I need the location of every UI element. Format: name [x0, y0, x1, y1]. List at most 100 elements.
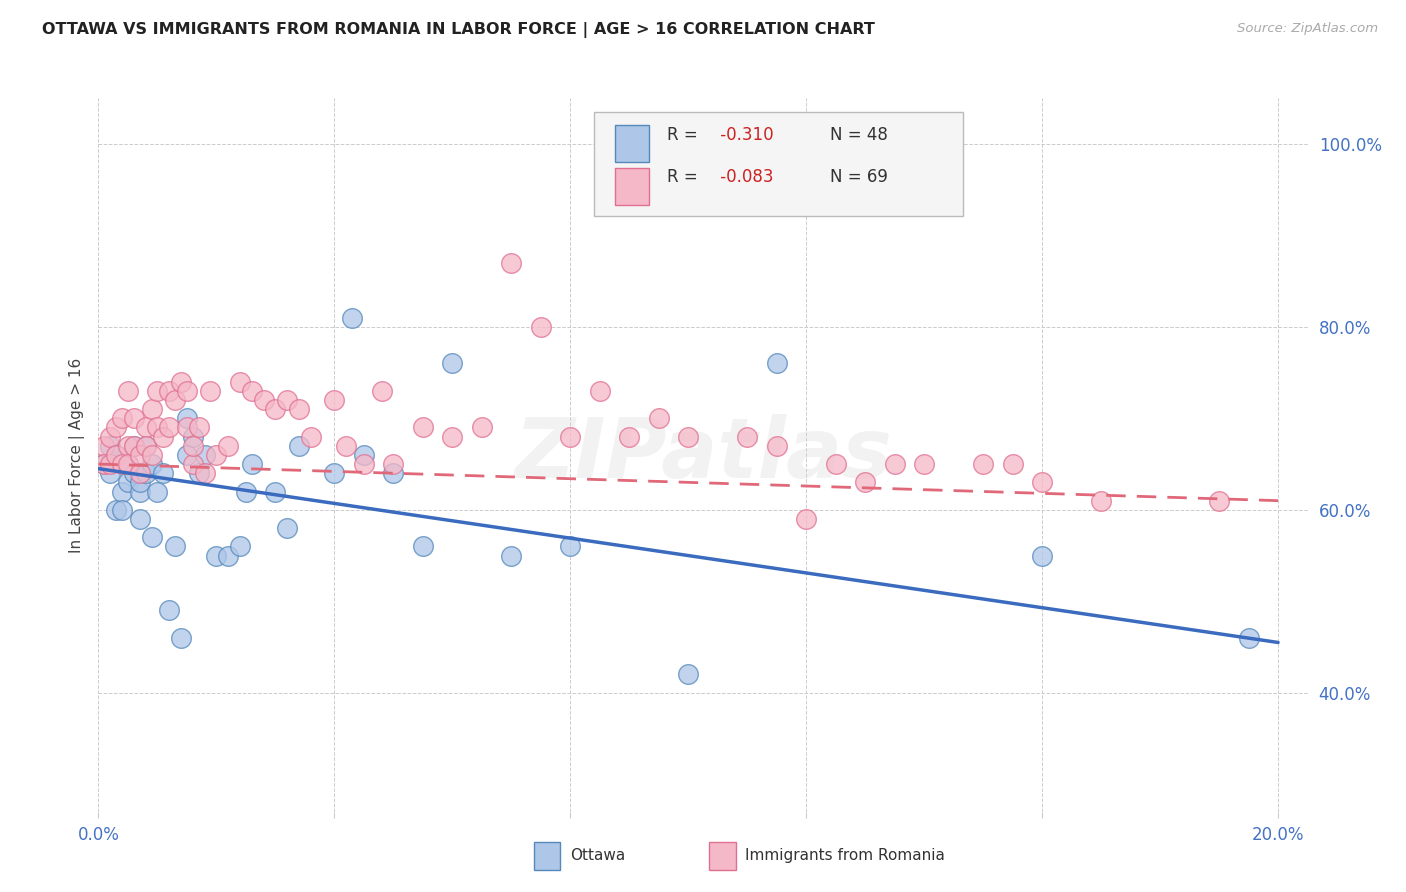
Point: [176, 448, 198, 462]
Point: [146, 420, 169, 434]
Point: [111, 411, 134, 425]
Point: [93, 457, 115, 471]
Point: [122, 411, 145, 425]
Point: [194, 467, 217, 481]
Point: [176, 411, 198, 425]
Point: [205, 549, 228, 563]
Point: [240, 384, 263, 398]
Point: [648, 411, 671, 425]
Text: ZIPatlas: ZIPatlas: [515, 415, 891, 495]
Point: [93, 439, 115, 453]
Point: [883, 457, 905, 471]
Point: [323, 467, 346, 481]
Point: [560, 540, 582, 554]
Point: [1237, 631, 1260, 645]
Point: [98, 467, 121, 481]
Point: [165, 392, 187, 407]
Point: [122, 439, 145, 453]
Point: [412, 420, 434, 434]
Point: [181, 457, 204, 471]
Point: [205, 448, 228, 462]
Point: [794, 512, 817, 526]
Point: [412, 540, 434, 554]
Point: [1031, 549, 1053, 563]
Text: Immigrants from Romania: Immigrants from Romania: [745, 848, 945, 863]
Point: [972, 457, 994, 471]
Point: [200, 384, 222, 398]
Point: [105, 503, 128, 517]
Point: [335, 439, 357, 453]
Text: OTTAWA VS IMMIGRANTS FROM ROMANIA IN LABOR FORCE | AGE > 16 CORRELATION CHART: OTTAWA VS IMMIGRANTS FROM ROMANIA IN LAB…: [42, 22, 875, 38]
Point: [276, 521, 298, 535]
Point: [105, 448, 128, 462]
Point: [152, 429, 174, 443]
Point: [135, 467, 157, 481]
Point: [264, 484, 287, 499]
Point: [1001, 457, 1024, 471]
Point: [135, 420, 157, 434]
Point: [128, 512, 150, 526]
Point: [370, 384, 392, 398]
Point: [157, 603, 180, 617]
Point: [111, 503, 134, 517]
Point: [98, 429, 121, 443]
Point: [264, 402, 287, 417]
Point: [141, 448, 163, 462]
Point: [853, 475, 876, 490]
Point: [353, 448, 375, 462]
Point: [194, 448, 217, 462]
Point: [157, 420, 180, 434]
Point: [141, 402, 163, 417]
Point: [299, 429, 322, 443]
Point: [152, 467, 174, 481]
Point: [441, 356, 464, 370]
Point: [141, 457, 163, 471]
Point: [98, 457, 121, 471]
Point: [560, 429, 582, 443]
Point: [501, 549, 523, 563]
Point: [128, 467, 150, 481]
Point: [128, 448, 150, 462]
Point: [288, 439, 311, 453]
Point: [146, 484, 169, 499]
Point: [187, 420, 209, 434]
Point: [128, 484, 150, 499]
Bar: [534, 842, 561, 870]
Point: [619, 429, 641, 443]
Point: [170, 631, 193, 645]
Point: [276, 392, 298, 407]
Point: [229, 540, 252, 554]
Text: R =: R =: [666, 169, 697, 186]
Point: [1031, 475, 1053, 490]
Point: [217, 549, 239, 563]
Point: [323, 392, 346, 407]
FancyBboxPatch shape: [595, 112, 963, 216]
Bar: [614, 125, 648, 162]
Point: [181, 429, 204, 443]
Point: [157, 384, 180, 398]
Point: [141, 530, 163, 544]
Point: [678, 429, 700, 443]
Point: [117, 457, 139, 471]
Point: [93, 457, 115, 471]
Point: [217, 439, 239, 453]
Point: [176, 420, 198, 434]
Point: [122, 467, 145, 481]
Bar: [709, 842, 735, 870]
Point: [122, 439, 145, 453]
Text: N = 69: N = 69: [830, 169, 887, 186]
Text: N = 48: N = 48: [830, 126, 887, 144]
Point: [441, 429, 464, 443]
Point: [117, 457, 139, 471]
Point: [240, 457, 263, 471]
Point: [135, 439, 157, 453]
Text: -0.310: -0.310: [716, 126, 773, 144]
Point: [105, 420, 128, 434]
Point: [229, 375, 252, 389]
Point: [105, 448, 128, 462]
Point: [765, 439, 787, 453]
Point: [176, 384, 198, 398]
Point: [678, 667, 700, 681]
Point: [98, 439, 121, 453]
Point: [117, 475, 139, 490]
